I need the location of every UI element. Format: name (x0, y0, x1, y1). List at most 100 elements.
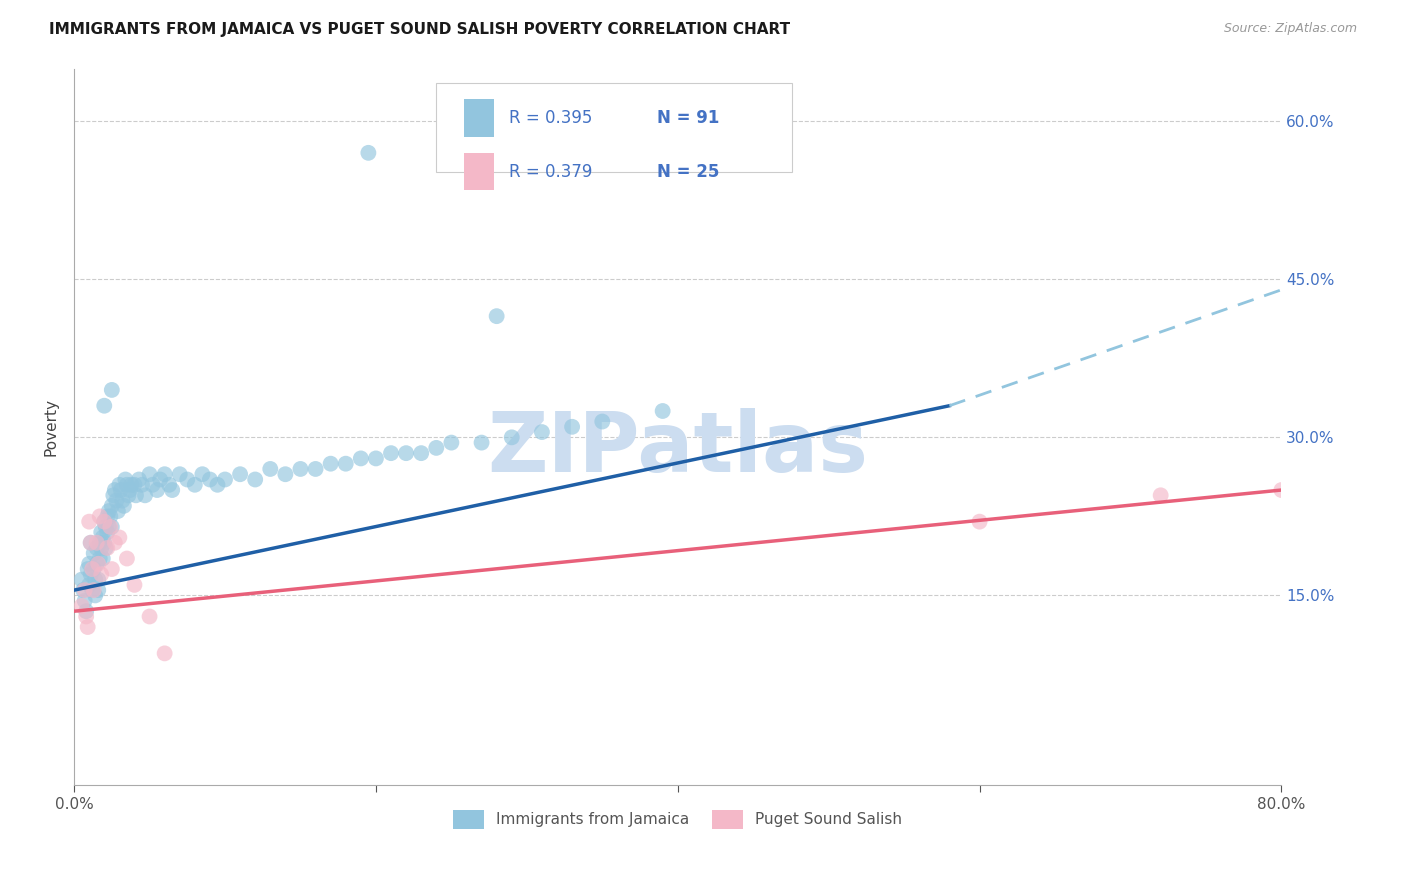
Point (82, 562, 104, 576)
Point (118, 483, 141, 497)
Point (207, 477, 229, 491)
Point (83, 562, 105, 576)
Point (87, 557, 110, 571)
Point (120, 477, 142, 491)
Point (104, 535, 127, 549)
Point (76, 620, 98, 634)
Point (80, 567, 103, 582)
Point (214, 473, 236, 487)
Point (94, 541, 117, 555)
Point (128, 473, 150, 487)
Point (112, 499, 135, 513)
Point (93, 399, 115, 413)
Point (108, 477, 131, 491)
Point (82, 583, 104, 598)
Point (111, 493, 134, 508)
Point (485, 309, 508, 323)
Point (274, 467, 297, 482)
Point (131, 477, 153, 491)
Point (110, 483, 132, 497)
Point (425, 441, 447, 455)
Text: IMMIGRANTS FROM JAMAICA VS PUGET SOUND SALISH POVERTY CORRELATION CHART: IMMIGRANTS FROM JAMAICA VS PUGET SOUND S… (49, 22, 790, 37)
Point (160, 483, 183, 497)
Text: N = 91: N = 91 (657, 109, 720, 127)
Point (290, 462, 312, 476)
Point (138, 467, 160, 482)
Point (90, 567, 112, 582)
Point (138, 609, 160, 624)
Point (84, 573, 107, 587)
Point (96, 541, 118, 555)
Point (969, 515, 991, 529)
Point (77, 515, 100, 529)
Point (80, 535, 103, 549)
Point (101, 499, 124, 513)
Y-axis label: Poverty: Poverty (44, 398, 58, 456)
Point (1150, 488, 1173, 502)
Point (93, 515, 115, 529)
Point (243, 473, 266, 487)
Point (70, 573, 93, 587)
Point (651, 404, 673, 418)
Point (73, 583, 96, 598)
Point (90, 541, 112, 555)
Point (90, 525, 112, 540)
Point (471, 435, 494, 450)
Point (101, 520, 124, 534)
Point (1270, 483, 1292, 497)
Point (93, 515, 115, 529)
Point (83, 583, 105, 598)
Text: R = 0.379: R = 0.379 (509, 162, 592, 181)
Point (124, 578, 146, 592)
Point (107, 504, 129, 518)
Point (157, 477, 180, 491)
Point (96, 525, 118, 540)
Point (198, 473, 221, 487)
Point (184, 477, 207, 491)
Point (103, 488, 125, 502)
Point (561, 419, 583, 434)
Point (335, 457, 357, 471)
Point (380, 446, 402, 460)
Point (395, 446, 418, 460)
Point (101, 562, 124, 576)
Point (169, 467, 191, 482)
Point (89, 551, 111, 566)
Point (364, 451, 387, 466)
Point (72, 583, 94, 598)
Point (440, 435, 463, 450)
Point (89, 509, 111, 524)
Point (530, 425, 553, 439)
FancyBboxPatch shape (436, 83, 793, 172)
Point (80, 535, 103, 549)
Point (75, 604, 97, 618)
Point (191, 467, 214, 482)
Point (104, 483, 127, 497)
Text: ZIPatlas: ZIPatlas (488, 408, 869, 489)
Point (142, 477, 165, 491)
Point (98, 509, 121, 524)
Point (259, 462, 281, 476)
Point (84, 589, 107, 603)
Point (97, 520, 120, 534)
Point (304, 462, 326, 476)
Point (96, 509, 118, 524)
Point (125, 488, 148, 502)
FancyBboxPatch shape (464, 153, 495, 190)
Point (94, 520, 117, 534)
Point (134, 488, 156, 502)
Point (91, 551, 114, 566)
Point (91, 531, 114, 545)
Point (70, 599, 93, 613)
Point (87, 573, 110, 587)
Point (86, 557, 108, 571)
Text: Source: ZipAtlas.com: Source: ZipAtlas.com (1223, 22, 1357, 36)
Point (75, 609, 97, 624)
Point (176, 473, 198, 487)
Text: N = 25: N = 25 (657, 162, 720, 181)
FancyBboxPatch shape (464, 99, 495, 136)
Point (153, 646, 176, 660)
Point (124, 477, 146, 491)
Point (73, 593, 96, 607)
Point (591, 415, 613, 429)
